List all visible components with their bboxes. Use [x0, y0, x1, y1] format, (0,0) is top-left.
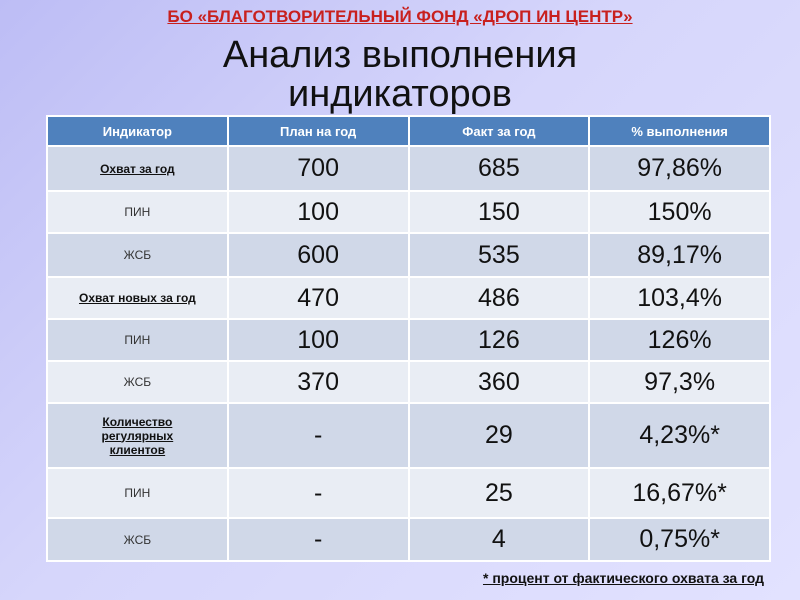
plan-cell: 100	[226, 318, 410, 362]
percent-cell: 0,75%*	[588, 517, 771, 562]
indicator-label: Охват новых за год	[46, 276, 229, 320]
indicator-label: ЖСБ	[46, 232, 229, 278]
indicators-table: Индикатор План на год Факт за год% выполне…	[46, 115, 771, 562]
fact-cell: 150	[407, 190, 591, 234]
percent-cell: 97,86%	[588, 145, 771, 192]
fact-cell: 4	[407, 517, 591, 562]
column-header: План на год	[226, 115, 410, 147]
fact-cell: 29	[407, 402, 591, 469]
percent-cell: 16,67%*	[588, 467, 771, 519]
indicator-label: ПИН	[46, 318, 229, 362]
percent-cell: 150%	[588, 190, 771, 234]
percent-cell: 97,3%	[588, 360, 771, 404]
table-header-row: Индикатор План на год Факт за год% выполне…	[46, 115, 771, 147]
table-row: ПИН -25 16,67%*	[46, 467, 771, 519]
percent-cell: 4,23%*	[588, 402, 771, 469]
fact-cell: 126	[407, 318, 591, 362]
plan-cell: -	[226, 402, 410, 469]
indicator-label: ЖСБ	[46, 360, 229, 404]
table-row: ЖСБ 370 360 97,3%	[46, 360, 771, 404]
plan-cell: 370	[226, 360, 410, 404]
indicator-label: ПИН	[46, 190, 229, 234]
plan-cell: -	[226, 467, 410, 519]
table-row: ПИН 100 126 126%	[46, 318, 771, 362]
footnote: * процент от фактического охвата за год	[482, 570, 764, 586]
plan-cell: 100	[226, 190, 410, 234]
percent-cell: 126%	[588, 318, 771, 362]
fact-cell: 360	[407, 360, 591, 404]
plan-cell: -	[226, 517, 410, 562]
title-line-1: Анализ выполнения	[222, 34, 578, 76]
page-title: Анализ выполнения индикаторов	[0, 36, 800, 114]
column-header: % выполнения	[588, 115, 771, 147]
column-header: Факт за год	[407, 115, 591, 147]
table-row: ЖСБ -4 0,75%*	[46, 517, 771, 562]
table-row: Охват новых за год 470 486 103,4%	[46, 276, 771, 320]
fact-cell: 685	[407, 145, 591, 192]
organization-name: БО «БЛАГОТВОРИТЕЛЬНЫЙ ФОНД «ДРОП ИН ЦЕНТ…	[167, 7, 633, 26]
indicator-label: ЖСБ	[46, 517, 229, 562]
percent-cell: 103,4%	[588, 276, 771, 320]
plan-cell: 600	[226, 232, 410, 278]
table-row: Количество регулярных клиентов -29 4,23%*	[46, 402, 771, 469]
fact-cell: 486	[407, 276, 591, 320]
percent-cell: 89,17%	[588, 232, 771, 278]
plan-cell: 470	[226, 276, 410, 320]
indicator-label: Охват за год	[46, 145, 229, 192]
fact-cell: 25	[407, 467, 591, 519]
indicator-label: Количество регулярных клиентов	[46, 402, 229, 469]
plan-cell: 700	[226, 145, 410, 192]
title-line-2: индикаторов	[288, 73, 512, 115]
fact-cell: 535	[407, 232, 591, 278]
table-row: ЖСБ 600 535 89,17%	[46, 232, 771, 278]
indicator-label: ПИН	[46, 467, 229, 519]
column-header: Индикатор	[46, 115, 229, 147]
table-row: ПИН 100 150 150%	[46, 190, 771, 234]
table-row: Охват за год 700 685 97,86%	[46, 145, 771, 192]
